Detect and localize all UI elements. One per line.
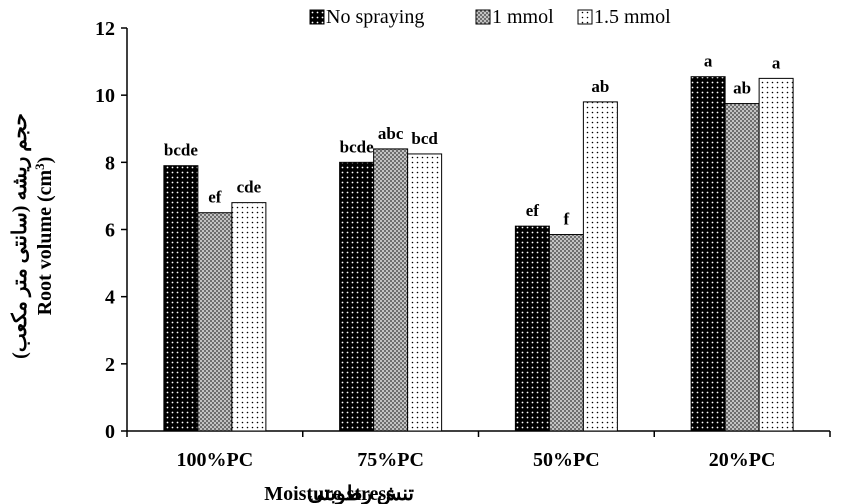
bar-2-3	[548, 234, 584, 432]
bar-1-4	[690, 76, 726, 432]
bar-letter-label: cde	[237, 178, 262, 197]
y-tick-label: 12	[95, 18, 115, 40]
legend-swatch-1-5-mmol	[577, 9, 593, 25]
x-axis-title-fa: تنش رطوبتی	[308, 483, 415, 504]
bar-2-4	[724, 103, 760, 432]
legend-label-1-5-mmol: 1.5 mmol	[594, 6, 671, 28]
bar-letter-label: ab	[733, 79, 751, 98]
x-axis-title: Moisture stress	[264, 483, 394, 504]
y-axis-title: Root volume (cm3)	[32, 157, 57, 316]
legend-swatch-no-spraying	[309, 9, 325, 25]
legend-item-no-spraying: No spraying	[309, 6, 424, 28]
bar-2-2	[373, 148, 409, 432]
y-tick-label: 0	[105, 421, 115, 443]
legend-item-1-mmol: 1 mmol	[475, 6, 554, 28]
bar-3-2	[407, 153, 443, 432]
legend-item-1-5-mmol: 1.5 mmol	[577, 6, 671, 28]
legend: No spraying 1 mmol 1.5 mmol	[309, 6, 671, 28]
bar-letter-label: bcde	[164, 141, 198, 160]
bar-1-3	[514, 225, 550, 432]
y-tick-label: 4	[105, 287, 115, 309]
legend-swatch-1-mmol	[475, 9, 491, 25]
bar-letter-label: ef	[526, 201, 540, 220]
bar-1-1	[163, 165, 199, 432]
bar-3-4	[758, 77, 794, 432]
y-tick-label: 2	[105, 354, 115, 376]
bar-2-1	[197, 212, 233, 432]
bar-letter-label: a	[704, 52, 713, 71]
y-tick-label: 8	[105, 152, 115, 174]
bar-letter-label: a	[772, 53, 781, 72]
bar-letter-label: bcde	[340, 137, 374, 156]
x-tick-label: 20%PC	[709, 449, 776, 471]
bar-1-2	[339, 161, 375, 432]
y-axis-title-fa: حجم ریشه (سانتی متر مکعب)	[9, 113, 32, 359]
y-tick-label: 6	[105, 220, 115, 242]
bar-letter-label: f	[564, 210, 570, 229]
legend-label-1-mmol: 1 mmol	[492, 6, 554, 28]
x-tick-label: 50%PC	[533, 449, 600, 471]
x-tick-label: 75%PC	[357, 449, 424, 471]
bar-letter-label: bcd	[411, 129, 438, 148]
bar-3-1	[231, 202, 267, 432]
x-tick-label: 100%PC	[177, 449, 254, 471]
bar-letter-label: abc	[378, 124, 404, 143]
bar-letter-label: ab	[591, 77, 609, 96]
y-tick-label: 10	[95, 85, 115, 107]
legend-label-no-spraying: No spraying	[326, 6, 424, 28]
bar-letter-label: ef	[208, 188, 222, 207]
bar-3-3	[582, 101, 618, 432]
